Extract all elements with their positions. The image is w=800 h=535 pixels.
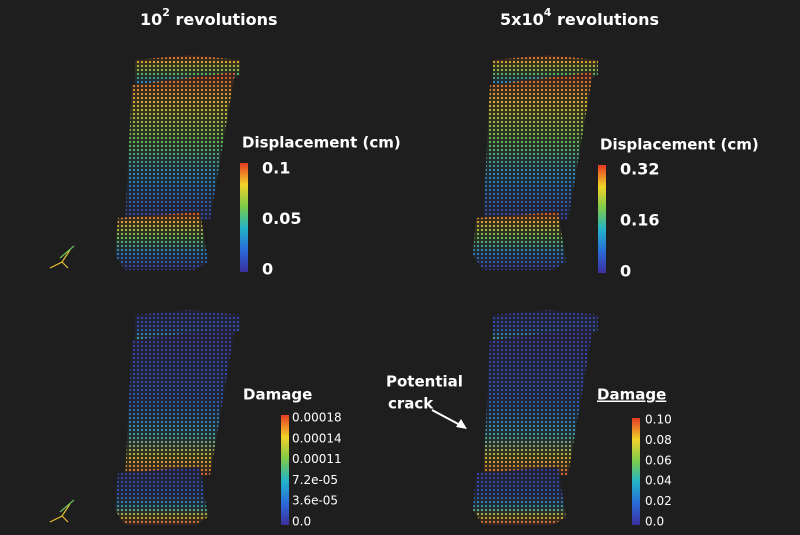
colorbar-tick-label: 7.2e-05 <box>292 473 338 487</box>
annotation-arrow-head <box>456 419 467 429</box>
colorbar-label: Damage <box>243 386 312 404</box>
colorbar-tick-label: 0 <box>620 262 631 281</box>
colorbar-tick-label: 3.6e-05 <box>292 494 338 508</box>
colorbar-tick-label: 0.10 <box>645 413 672 427</box>
column-title: 102 revolutions <box>140 6 278 29</box>
colorbar-tick-label: 0.16 <box>620 211 659 230</box>
colorbar-label: Damage <box>597 386 666 404</box>
colorbar-tick-label: 0.04 <box>645 474 672 488</box>
colorbar <box>598 165 606 273</box>
colorbar-tick-label: 0.1 <box>262 159 290 178</box>
colorbar-ticks: 0.1 0.05 0 0.32 0.16 0 0.00018 0.00014 0.00011 7.… <box>262 159 672 529</box>
colorbar-tick-label: 0.0 <box>292 515 311 529</box>
colorbar-tick-label: 0.00011 <box>292 452 342 466</box>
colorbar-tick-label: 0.32 <box>620 160 659 179</box>
column-title: 5x104 revolutions <box>500 6 659 29</box>
colorbar-tick-label: 0.00018 <box>292 411 342 425</box>
annotation: crack <box>388 395 434 413</box>
colorbar-label: Displacement (cm) <box>242 134 401 152</box>
colorbar-tick-label: 0.00014 <box>292 431 342 445</box>
colorbar-tick-label: 0.06 <box>645 453 672 467</box>
colorbar-tick-label: 0.0 <box>645 515 664 529</box>
colorbar-tick-label: 0.02 <box>645 494 672 508</box>
colorbar <box>240 163 248 272</box>
colorbar-tick-label: 0.05 <box>262 209 301 228</box>
colorbar-tick-label: 0 <box>262 260 273 279</box>
blade-renders <box>115 55 598 525</box>
colorbar <box>632 418 640 525</box>
annotation: Potential <box>386 373 463 391</box>
axis-triads <box>49 245 75 523</box>
annotation-arrow <box>431 409 463 427</box>
colorbar-label: Displacement (cm) <box>600 136 759 154</box>
colorbar <box>281 415 289 525</box>
colorbar-tick-label: 0.08 <box>645 433 672 447</box>
